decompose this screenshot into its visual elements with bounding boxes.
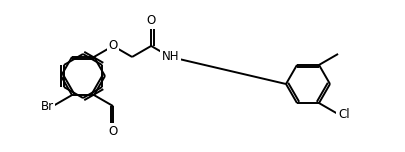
Text: Cl: Cl	[337, 108, 349, 121]
Text: Br: Br	[40, 100, 53, 112]
Text: O: O	[108, 40, 117, 52]
Text: NH: NH	[161, 50, 179, 63]
Text: O: O	[146, 14, 156, 28]
Text: O: O	[108, 124, 117, 138]
